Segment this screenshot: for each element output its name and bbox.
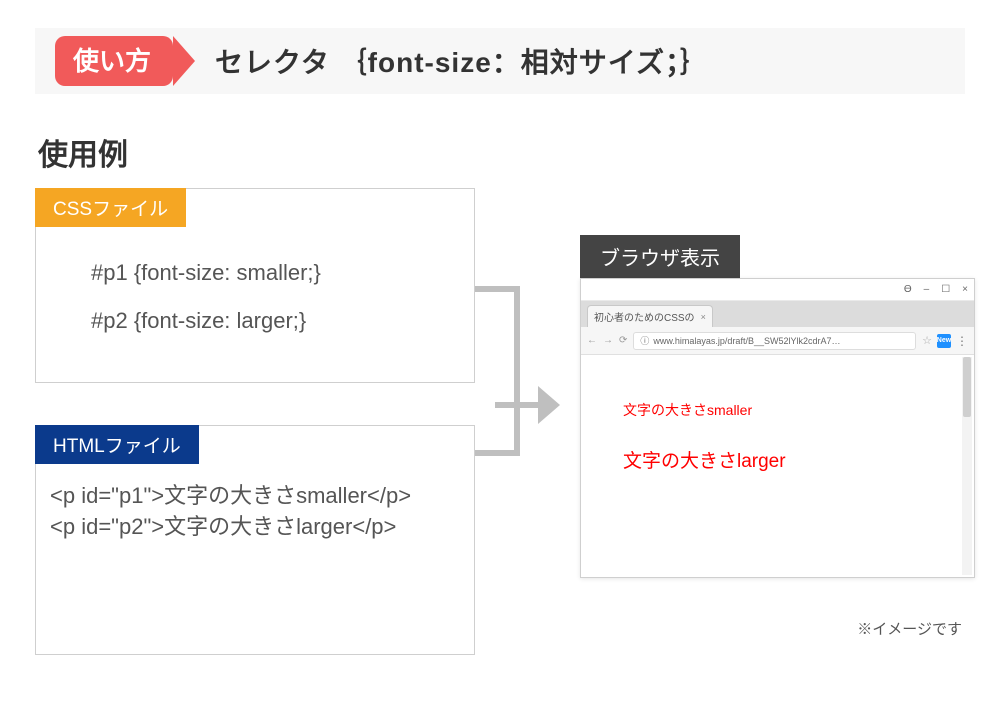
scrollbar-vertical[interactable] (962, 357, 972, 575)
css-file-panel: CSSファイル #p1 {font-size: smaller;} #p2 {f… (35, 188, 475, 383)
usage-badge-text: 使い方 (73, 46, 151, 76)
connector-line (514, 286, 520, 456)
css-file-label: CSSファイル (35, 188, 186, 227)
browser-titlebar: ϴ – ☐ × (581, 279, 974, 301)
usage-header: 使い方 セレクタ ｛font-size：相対サイズ；｝ (35, 28, 965, 94)
arrow-shaft (495, 402, 543, 408)
scrollbar-thumb[interactable] (963, 357, 971, 417)
info-icon: ⓘ (640, 334, 649, 347)
addressbar-icons: ☆ New ⋮ (922, 334, 968, 348)
browser-tabbar: 初心者のためのCSSの × (581, 301, 974, 327)
tab-title: 初心者のためのCSSの (594, 309, 695, 324)
browser-tab[interactable]: 初心者のためのCSSの × (587, 305, 713, 327)
html-line-2: <p id="p2">文字の大きさlarger</p> (50, 512, 474, 543)
html-line-1: <p id="p1">文字の大きさsmaller</p> (50, 481, 474, 512)
nav-buttons: ← → ⟳ (587, 335, 627, 346)
window-maximize-button[interactable]: ☐ (941, 284, 950, 295)
syntax-text: セレクタ ｛font-size：相対サイズ；｝ (215, 41, 709, 81)
footnote-text: ※イメージです (857, 618, 962, 639)
nav-reload-icon[interactable]: ⟳ (619, 335, 627, 346)
address-url: www.himalayas.jp/draft/B__SW52lYlk2cdrA7… (653, 336, 840, 346)
browser-viewport: 文字の大きさsmaller 文字の大きさlarger (581, 355, 974, 473)
window-minimize-button[interactable]: – (924, 284, 930, 295)
example-heading: 使用例 (38, 130, 128, 174)
browser-window: ϴ – ☐ × 初心者のためのCSSの × ← → ⟳ ⓘ www.himala… (580, 278, 975, 578)
nav-back-icon[interactable]: ← (587, 335, 597, 346)
extension-icon[interactable]: New (937, 334, 951, 348)
profile-icon[interactable]: ϴ (904, 284, 912, 295)
tab-close-icon[interactable]: × (701, 312, 706, 322)
rendered-line-smaller: 文字の大きさsmaller (623, 400, 974, 420)
html-file-label: HTMLファイル (35, 425, 199, 464)
usage-badge: 使い方 (55, 36, 173, 86)
browser-display-label: ブラウザ表示 (580, 235, 740, 278)
connector-line (475, 450, 520, 456)
nav-forward-icon[interactable]: → (603, 335, 613, 346)
window-close-button[interactable]: × (962, 284, 968, 295)
browser-addressbar: ← → ⟳ ⓘ www.himalayas.jp/draft/B__SW52lY… (581, 327, 974, 355)
rendered-line-larger: 文字の大きさlarger (623, 446, 974, 473)
bookmark-star-icon[interactable]: ☆ (922, 334, 932, 347)
html-file-panel: HTMLファイル <p id="p1">文字の大きさsmaller</p> <p… (35, 425, 475, 655)
address-field[interactable]: ⓘ www.himalayas.jp/draft/B__SW52lYlk2cdr… (633, 332, 916, 350)
menu-icon[interactable]: ⋮ (956, 334, 968, 348)
arrow-head-icon (538, 386, 560, 424)
css-line-2: #p2 {font-size: larger;} (91, 297, 474, 345)
css-line-1: #p1 {font-size: smaller;} (91, 249, 474, 297)
